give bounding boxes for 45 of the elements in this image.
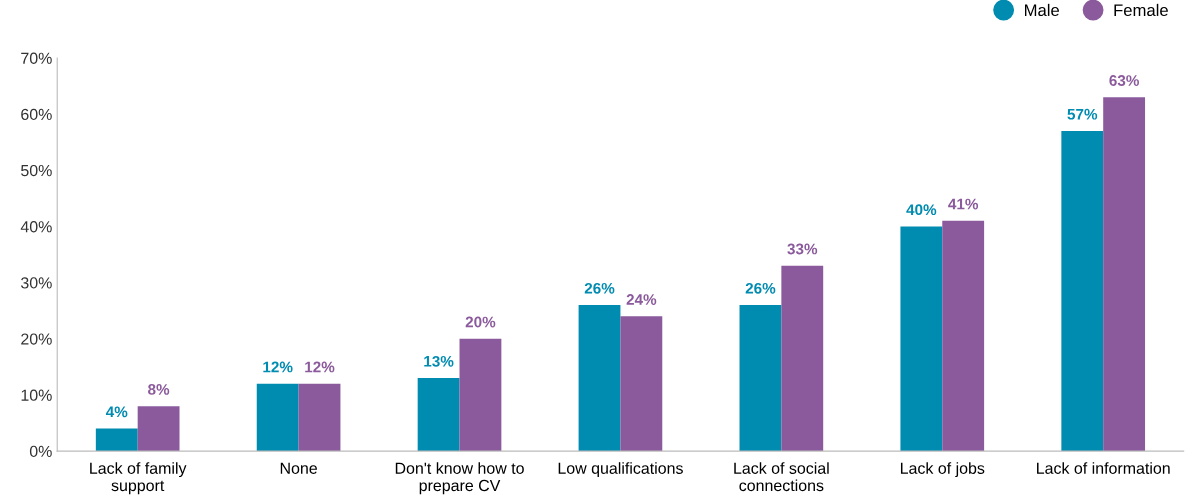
bar (298, 383, 341, 452)
x-tick-label: Don't know how to prepare CV (395, 462, 524, 495)
bar (95, 428, 138, 452)
y-tick-label: 20% (21, 333, 52, 345)
y-tick-label: 50% (21, 164, 52, 177)
data-label: 26% (584, 282, 615, 294)
legend-label: Female (1114, 3, 1168, 17)
data-label: 24% (626, 294, 657, 305)
data-label: 12% (263, 361, 293, 373)
data-label: 40% (906, 204, 937, 216)
data-label: 4% (105, 406, 128, 418)
data-label: 41% (948, 198, 979, 210)
data-label: 13% (424, 355, 454, 367)
data-label: 12% (305, 361, 335, 373)
legend-label: Male (1025, 3, 1060, 17)
bar (1061, 130, 1104, 452)
data-label: 8% (148, 383, 170, 395)
data-label: 57% (1067, 108, 1098, 120)
x-tick-label: Lack of social connections (734, 462, 829, 492)
x-tick-label: Low qualifications (558, 462, 683, 478)
y-tick-label: 40% (20, 221, 52, 233)
bar (578, 305, 621, 452)
bar (459, 338, 502, 452)
data-label: 63% (1109, 75, 1139, 86)
x-tick-label: Lack of information (1037, 462, 1170, 474)
x-tick-label: Lack of family support (90, 462, 187, 495)
y-tick-label: 70% (21, 52, 52, 64)
bar (256, 383, 299, 452)
y-tick-label: 30% (21, 277, 52, 289)
y-tick-label: 0% (29, 445, 52, 458)
bar (417, 378, 460, 452)
y-tick-label: 60% (21, 108, 52, 121)
y-tick-label: 10% (21, 389, 52, 401)
x-tick-label: Lack of jobs (900, 462, 985, 478)
bar (942, 220, 985, 452)
bar (781, 265, 824, 452)
bar (900, 226, 943, 452)
bar (137, 406, 180, 452)
bar (620, 316, 663, 452)
data-label: 33% (787, 243, 818, 255)
x-tick-label: None (280, 462, 317, 474)
data-label: 26% (745, 282, 776, 294)
data-label: 20% (465, 316, 496, 328)
bar (739, 305, 782, 452)
bar (1103, 97, 1146, 452)
